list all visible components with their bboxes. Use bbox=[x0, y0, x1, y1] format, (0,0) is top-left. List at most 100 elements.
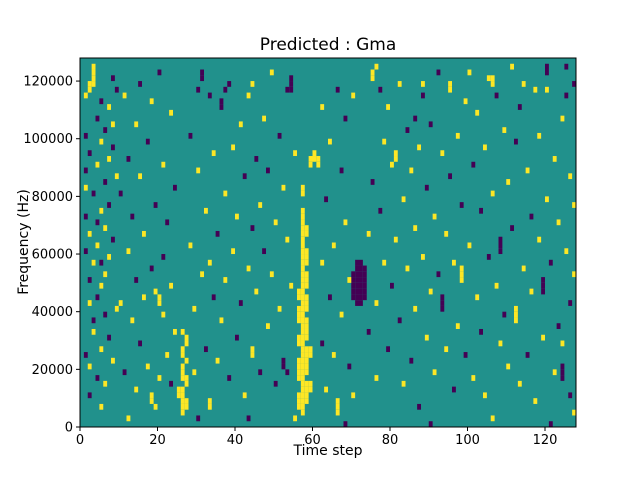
heatmap-cell bbox=[304, 282, 309, 289]
heatmap-cell bbox=[250, 346, 255, 353]
heatmap-cell bbox=[161, 311, 166, 318]
heatmap-cell bbox=[300, 311, 305, 318]
heatmap-cell bbox=[111, 357, 115, 364]
heatmap-cell bbox=[254, 288, 259, 295]
heatmap-cell bbox=[235, 213, 239, 220]
heatmap-cell bbox=[355, 300, 360, 306]
heatmap-cell bbox=[436, 271, 441, 278]
heatmap-cell bbox=[297, 392, 301, 399]
heatmap-cell bbox=[266, 167, 270, 174]
heatmap-cell bbox=[300, 334, 305, 341]
heatmap-cell bbox=[308, 380, 313, 387]
heatmap-cell bbox=[285, 86, 290, 93]
heatmap-cell bbox=[533, 398, 538, 404]
heatmap-cell bbox=[355, 259, 360, 266]
heatmap-cell bbox=[95, 375, 100, 381]
heatmap-cell bbox=[258, 369, 263, 376]
heatmap-cell bbox=[126, 248, 131, 255]
heatmap-cell bbox=[424, 184, 429, 191]
x-tick-label: 120 bbox=[533, 433, 558, 448]
y-axis-label: Frequency (Hz) bbox=[16, 189, 32, 295]
heatmap-cell bbox=[300, 184, 305, 191]
heatmap-cell bbox=[382, 138, 387, 145]
heatmap-cell bbox=[107, 334, 112, 341]
heatmap-cell bbox=[316, 156, 321, 162]
heatmap-cell bbox=[475, 294, 480, 301]
heatmap-cell bbox=[134, 121, 139, 128]
heatmap-cell bbox=[297, 375, 301, 381]
heatmap-cell bbox=[541, 277, 546, 283]
heatmap-cell bbox=[300, 375, 305, 381]
heatmap-cell bbox=[223, 86, 228, 93]
heatmap-cell bbox=[424, 334, 429, 341]
heatmap-cell bbox=[103, 380, 108, 387]
heatmap-cell bbox=[413, 225, 418, 231]
heatmap-cell bbox=[91, 81, 96, 87]
heatmap-cell bbox=[355, 277, 360, 283]
heatmap-cell bbox=[300, 346, 305, 353]
heatmap-cell bbox=[169, 282, 174, 289]
heatmap-cell bbox=[300, 328, 305, 335]
heatmap-cell bbox=[421, 81, 425, 87]
heatmap-cell bbox=[99, 282, 104, 289]
heatmap-cell bbox=[184, 398, 189, 404]
heatmap-cell bbox=[568, 392, 573, 399]
heatmap-cell bbox=[180, 346, 185, 353]
heatmap-cell bbox=[490, 75, 495, 82]
heatmap-cell bbox=[293, 415, 298, 422]
x-tick-label: 80 bbox=[382, 433, 399, 448]
heatmap-cell bbox=[525, 167, 530, 174]
heatmap-cell bbox=[537, 132, 542, 139]
heatmap-cell bbox=[107, 202, 112, 208]
heatmap-cell bbox=[498, 236, 503, 243]
heatmap-cell bbox=[498, 242, 503, 249]
heatmap-cell bbox=[335, 409, 340, 416]
heatmap-cell bbox=[184, 357, 189, 364]
heatmap-cell bbox=[300, 190, 305, 197]
heatmap-cell bbox=[99, 346, 104, 353]
heatmap-cell bbox=[192, 369, 197, 376]
heatmap-cell bbox=[359, 294, 363, 301]
heatmap-cell bbox=[103, 311, 108, 318]
heatmap-cell bbox=[312, 150, 317, 157]
heatmap-cell bbox=[351, 92, 356, 99]
heatmap-cell bbox=[300, 294, 305, 301]
heatmap-cell bbox=[471, 375, 476, 381]
heatmap-cell bbox=[246, 415, 251, 422]
heatmap-cell bbox=[514, 305, 518, 312]
heatmap-cell bbox=[180, 369, 185, 376]
heatmap-cell bbox=[300, 277, 305, 283]
heatmap-cell bbox=[223, 277, 228, 283]
heatmap-cell bbox=[180, 403, 185, 410]
heatmap-cell bbox=[362, 282, 367, 289]
heatmap-cell bbox=[300, 317, 305, 324]
heatmap-cell bbox=[510, 63, 515, 70]
heatmap-cell bbox=[157, 294, 162, 301]
heatmap-cell bbox=[347, 363, 352, 370]
heatmap-cell bbox=[297, 334, 301, 341]
heatmap-cell bbox=[440, 150, 445, 157]
heatmap-cell bbox=[401, 196, 406, 203]
heatmap-cell bbox=[498, 248, 503, 255]
heatmap-cell bbox=[529, 213, 534, 220]
x-tick-label: 20 bbox=[149, 433, 166, 448]
heatmap-cell bbox=[545, 86, 549, 93]
heatmap-cell bbox=[490, 81, 495, 87]
heatmap-cell bbox=[514, 311, 518, 318]
heatmap-cell bbox=[297, 311, 301, 318]
heatmap-cell bbox=[103, 271, 108, 278]
heatmap-cell bbox=[142, 294, 146, 301]
heatmap-cell bbox=[359, 288, 363, 295]
heatmap-cell bbox=[114, 86, 119, 93]
heatmap-cell bbox=[359, 271, 363, 278]
heatmap-cell bbox=[83, 352, 88, 358]
heatmap-cell bbox=[366, 328, 371, 335]
heatmap-cell bbox=[471, 161, 476, 168]
heatmap-cell bbox=[87, 277, 92, 283]
heatmap-cell bbox=[254, 156, 259, 162]
heatmap-cell bbox=[87, 230, 92, 237]
heatmap-cell bbox=[304, 323, 309, 329]
heatmap-cell bbox=[494, 282, 499, 289]
